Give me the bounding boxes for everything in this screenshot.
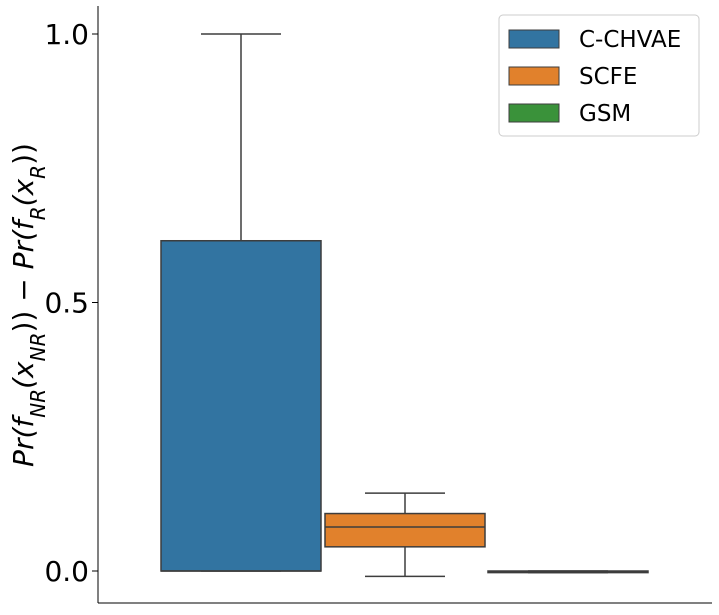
legend-label-c-chvae: C-CHVAE xyxy=(579,27,681,53)
box-gsm xyxy=(487,570,649,574)
y-tick-label: 0.0 xyxy=(44,555,89,588)
box-iqr xyxy=(160,239,322,572)
box-c-chvae xyxy=(160,33,322,572)
box-iqr xyxy=(324,512,486,548)
y-tick-label: 0.5 xyxy=(44,287,89,320)
axes: 0.0 0.5 1.0 xyxy=(44,6,712,604)
legend-label-scfe: SCFE xyxy=(579,64,637,90)
y-tick-label: 1.0 xyxy=(44,18,89,51)
legend-swatch-scfe xyxy=(508,66,560,86)
legend-label-gsm: GSM xyxy=(579,101,631,127)
legend-swatch-c-chvae xyxy=(508,29,560,49)
boxes xyxy=(160,33,649,578)
box-scfe xyxy=(324,492,486,578)
legend: C-CHVAE SCFE GSM xyxy=(498,14,700,137)
y-axis-label: Pr(fNR(xNR)) − Pr(fR(xR)) xyxy=(7,143,50,467)
legend-swatch-gsm xyxy=(508,103,560,123)
